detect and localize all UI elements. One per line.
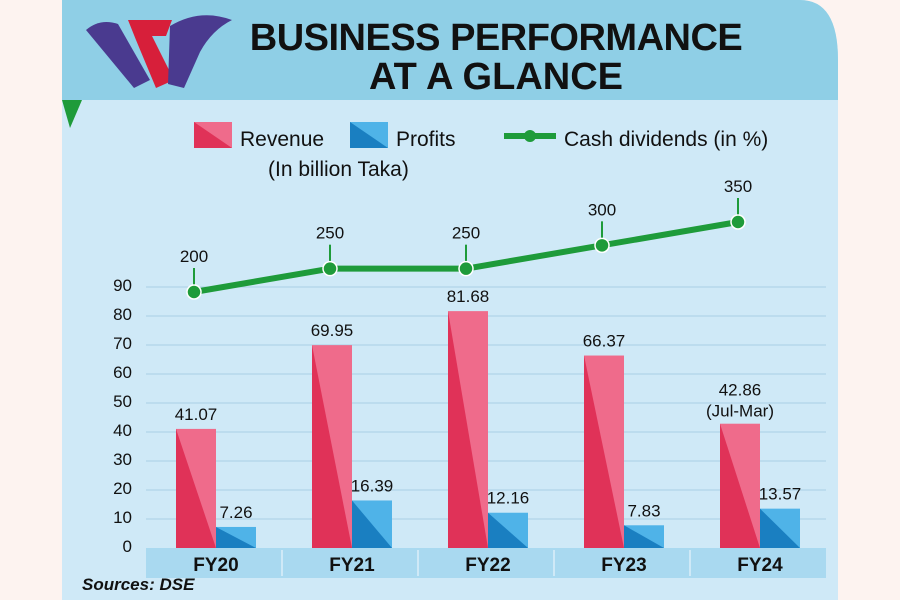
profit-bar-shade <box>352 500 392 548</box>
profit-bar <box>624 525 664 548</box>
units-note: (In billion Taka) <box>268 158 409 181</box>
profit-data-label: 13.57 <box>759 485 802 504</box>
profit-bar-shade <box>760 508 800 548</box>
legend-dividends-label: Cash dividends (in %) <box>564 128 768 151</box>
dividend-point <box>322 260 338 277</box>
revenue-data-label: 42.86 <box>719 381 762 400</box>
y-tick-label: 30 <box>113 450 132 469</box>
profit-bar-shade <box>216 526 256 548</box>
profit-data-label: 7.26 <box>219 503 252 522</box>
y-tick-label: 50 <box>113 392 132 411</box>
revenue-bar-shade <box>448 311 488 548</box>
profit-bar <box>216 526 256 548</box>
header-accent <box>62 100 82 128</box>
dividend-data-label: 250 <box>452 224 480 243</box>
profit-bar <box>488 512 528 548</box>
dividend-point <box>594 237 610 254</box>
revenue-bar-shade <box>584 355 624 548</box>
dividend-data-label: 350 <box>724 177 752 196</box>
revenue-bar <box>176 428 216 548</box>
revenue-data-label: 41.07 <box>175 405 218 424</box>
dividend-data-label: 300 <box>588 200 616 219</box>
legend: Revenue Profits Cash dividends (in %) (I… <box>194 122 768 181</box>
y-tick-label: 60 <box>113 363 132 382</box>
x-tick-label: FY20 <box>193 555 238 576</box>
revenue-data-label: 66.37 <box>583 332 626 351</box>
bar-series: 41.07 7.26 69.95 16.39 81.68 12.16 66.37 7.83 42… <box>175 287 802 548</box>
y-tick-label: 0 <box>123 537 132 556</box>
header-band <box>62 0 838 100</box>
dividend-data-label: 200 <box>180 247 208 266</box>
revenue-data-label: 69.95 <box>311 321 354 340</box>
revenue-bar <box>584 355 624 548</box>
y-tick-label: 90 <box>113 276 132 295</box>
legend-profits-label: Profits <box>396 128 456 151</box>
revenue-bar <box>720 423 760 548</box>
company-logo <box>86 15 232 89</box>
y-tick-label: 70 <box>113 334 132 353</box>
x-tick-label: FY21 <box>329 555 375 576</box>
legend-revenue-swatch <box>194 122 232 148</box>
revenue-annotation: (Jul-Mar) <box>706 402 774 421</box>
legend-profits-swatch <box>350 122 388 148</box>
legend-revenue-label: Revenue <box>240 128 324 151</box>
y-tick-label: 20 <box>113 479 132 498</box>
y-tick-label: 40 <box>113 421 132 440</box>
profit-data-label: 12.16 <box>487 489 530 508</box>
revenue-bar-shade <box>312 345 352 548</box>
revenue-data-label: 81.68 <box>447 287 490 306</box>
profit-data-label: 16.39 <box>351 476 394 495</box>
x-axis-band <box>146 548 826 578</box>
y-tick-label: 80 <box>113 305 132 324</box>
revenue-bar-shade <box>720 423 760 548</box>
revenue-bar-shade <box>176 428 216 548</box>
legend-dividends-swatch <box>504 130 556 142</box>
chart-title-line-2: AT A GLANCE <box>369 56 623 98</box>
x-tick-label: FY23 <box>601 555 646 576</box>
profit-data-label: 7.83 <box>627 501 660 520</box>
y-axis: 0 10 20 30 40 50 60 70 80 90 <box>113 276 132 556</box>
y-tick-label: 10 <box>113 508 132 527</box>
dividend-point <box>458 260 474 277</box>
profit-bar-shade <box>488 512 528 548</box>
x-tick-label: FY24 <box>737 555 783 576</box>
revenue-bar <box>448 311 488 548</box>
x-tick-label: FY22 <box>465 555 510 576</box>
dividend-line-series: 200 250 250 300 350 <box>180 177 752 300</box>
profit-bar <box>760 508 800 548</box>
profit-bar <box>352 500 392 548</box>
dividend-point <box>730 214 746 230</box>
chart-title-line-1: BUSINESS PERFORMANCE <box>250 17 743 59</box>
dividend-point <box>186 284 202 300</box>
x-axis: FY20 FY21 FY22 FY23 FY24 <box>193 550 783 576</box>
revenue-bar <box>312 345 352 548</box>
profit-bar-shade <box>624 525 664 548</box>
source-note: Sources: DSE <box>82 575 195 594</box>
dividend-data-label: 250 <box>316 224 344 243</box>
